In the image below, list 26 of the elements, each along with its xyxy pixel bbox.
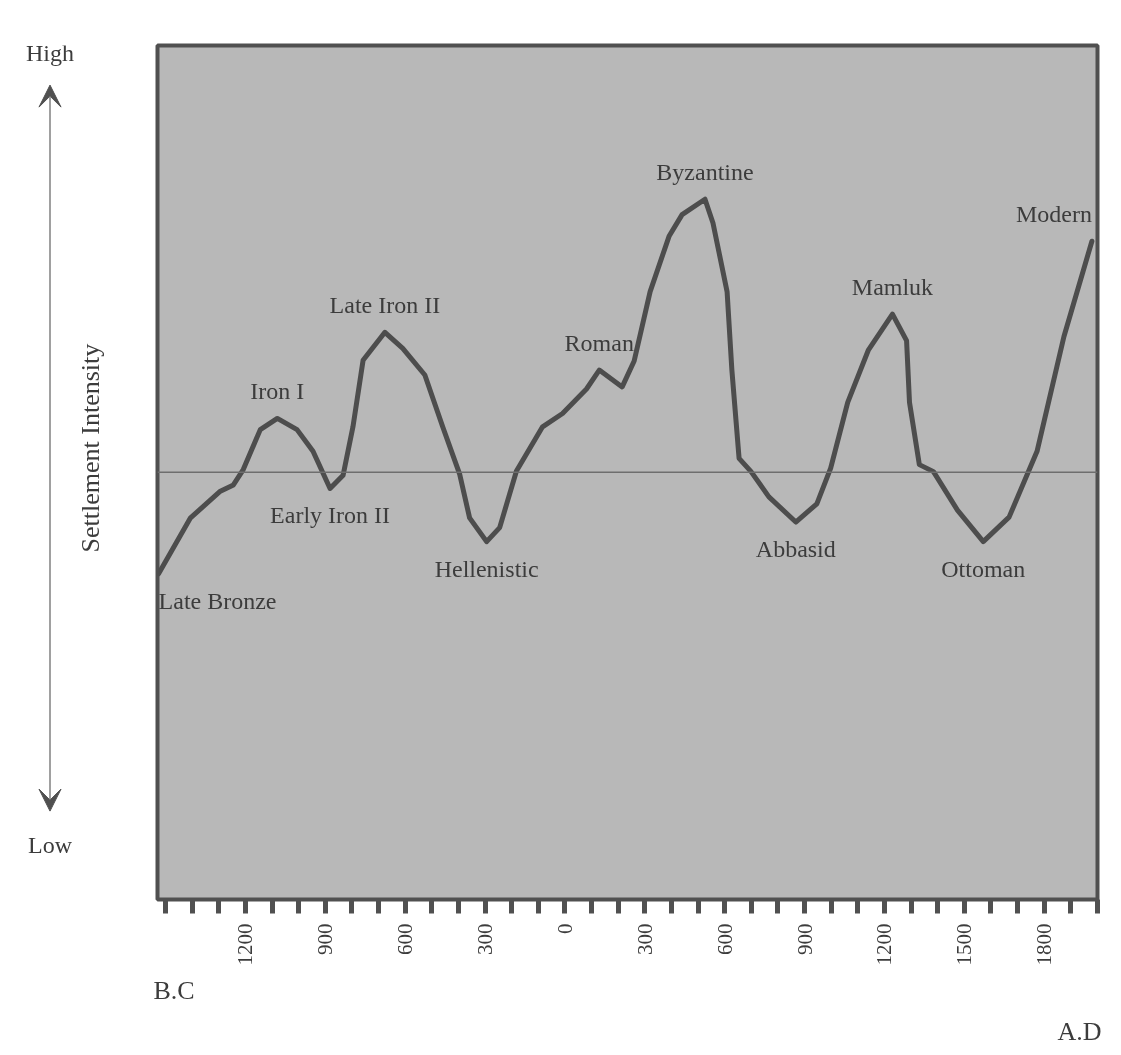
- text: Low: [28, 832, 73, 859]
- x-tick-label: 1800: [1032, 923, 1057, 966]
- annotation: Hellenistic: [434, 555, 539, 582]
- annotation: Roman: [564, 330, 634, 357]
- y-axis-title: Settlement Intensity: [76, 343, 105, 553]
- annotation: Late Bronze: [158, 587, 277, 614]
- annotation: Modern: [1015, 201, 1092, 228]
- x-tick-label: 300: [473, 923, 498, 955]
- annotation: Byzantine: [656, 159, 754, 186]
- annotation: Early Iron II: [270, 502, 391, 529]
- annotation: Mamluk: [851, 274, 934, 301]
- x-tick-label: 1200: [872, 923, 897, 966]
- annotation: Abbasid: [755, 536, 836, 563]
- text: B.C: [153, 975, 195, 1005]
- x-tick-label: 900: [792, 923, 817, 955]
- text: A.D: [1057, 1016, 1102, 1046]
- annotation: Ottoman: [941, 555, 1026, 582]
- x-tick-label: 600: [393, 923, 418, 955]
- annotation: Iron I: [250, 378, 305, 405]
- x-tick-label: 900: [313, 923, 338, 955]
- annotation: Late Iron II: [329, 292, 441, 319]
- x-tick-label: 1200: [233, 923, 258, 966]
- x-tick-label: 300: [632, 923, 657, 955]
- x-tick-label: 1500: [952, 923, 977, 966]
- x-tick-label: 600: [712, 923, 737, 955]
- x-tick-label: 0: [552, 923, 577, 934]
